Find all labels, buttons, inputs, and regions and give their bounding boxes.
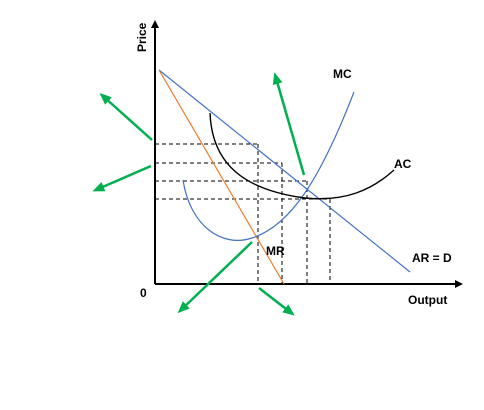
mr-line — [158, 69, 285, 285]
mc-curve — [182, 91, 355, 241]
origin-label: 0 — [140, 286, 147, 300]
y-axis-label: Price — [135, 22, 149, 52]
green-arrows — [92, 72, 306, 316]
vertical-guides — [257, 144, 331, 284]
green-arrow-icon — [92, 164, 152, 192]
demand-line — [158, 69, 411, 273]
green-arrow-icon — [99, 92, 153, 141]
ac-curve — [209, 112, 395, 200]
mc-label: MC — [333, 67, 352, 81]
x-axis-label: Output — [408, 293, 447, 307]
mr-label: MR — [266, 244, 285, 258]
green-arrow-icon — [272, 72, 306, 176]
ar-d-label: AR = D — [412, 251, 452, 265]
green-arrow-icon — [177, 241, 253, 314]
green-arrow-icon — [258, 287, 295, 316]
ac-label: AC — [394, 157, 412, 171]
